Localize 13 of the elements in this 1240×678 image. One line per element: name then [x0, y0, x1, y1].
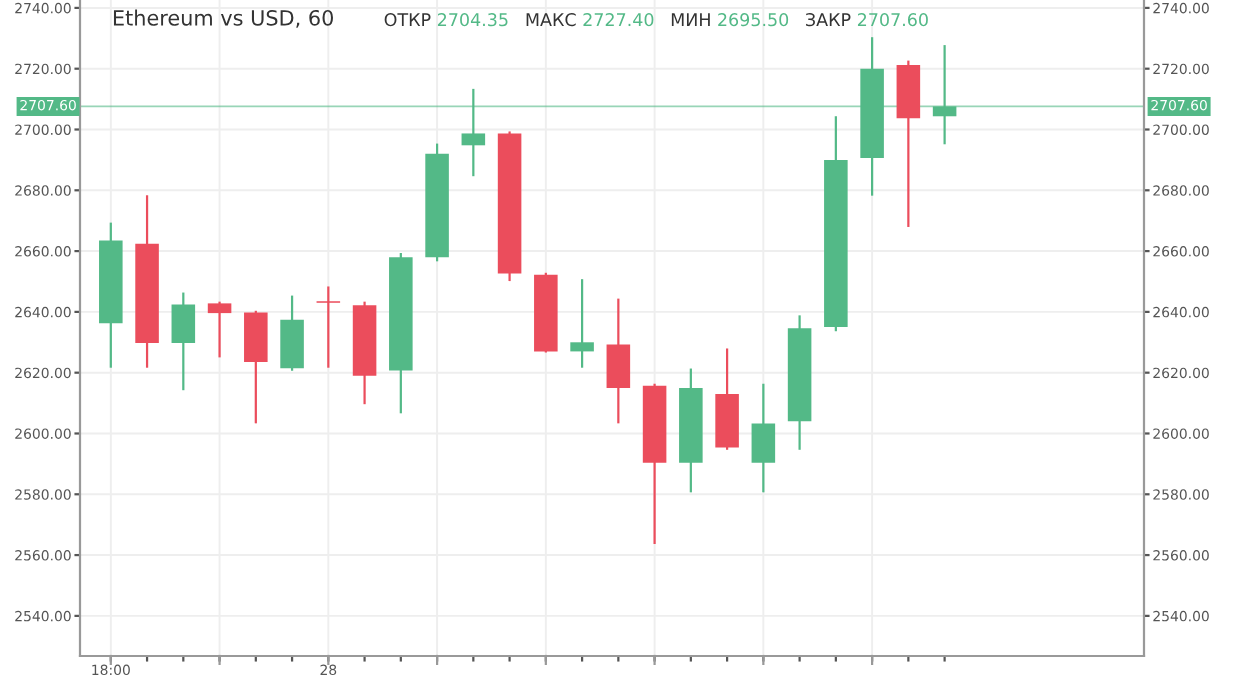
annotation: ЗАКР 2707.60	[806, 13, 928, 27]
candlestick	[316, 286, 341, 368]
annotation: МИН 2695.50	[671, 13, 789, 27]
annotation: МАКС 2727.40	[526, 13, 654, 27]
candlestick	[606, 298, 631, 424]
candlestick	[751, 383, 776, 493]
candlestick	[461, 88, 486, 177]
candlestick	[207, 301, 232, 358]
candlestick	[171, 292, 196, 391]
chart-title: Ethereum vs USD, 60	[113, 9, 333, 28]
candlestick	[570, 279, 594, 368]
annotation: ОТКР 2704.35	[384, 13, 508, 27]
candlestick	[932, 45, 957, 145]
